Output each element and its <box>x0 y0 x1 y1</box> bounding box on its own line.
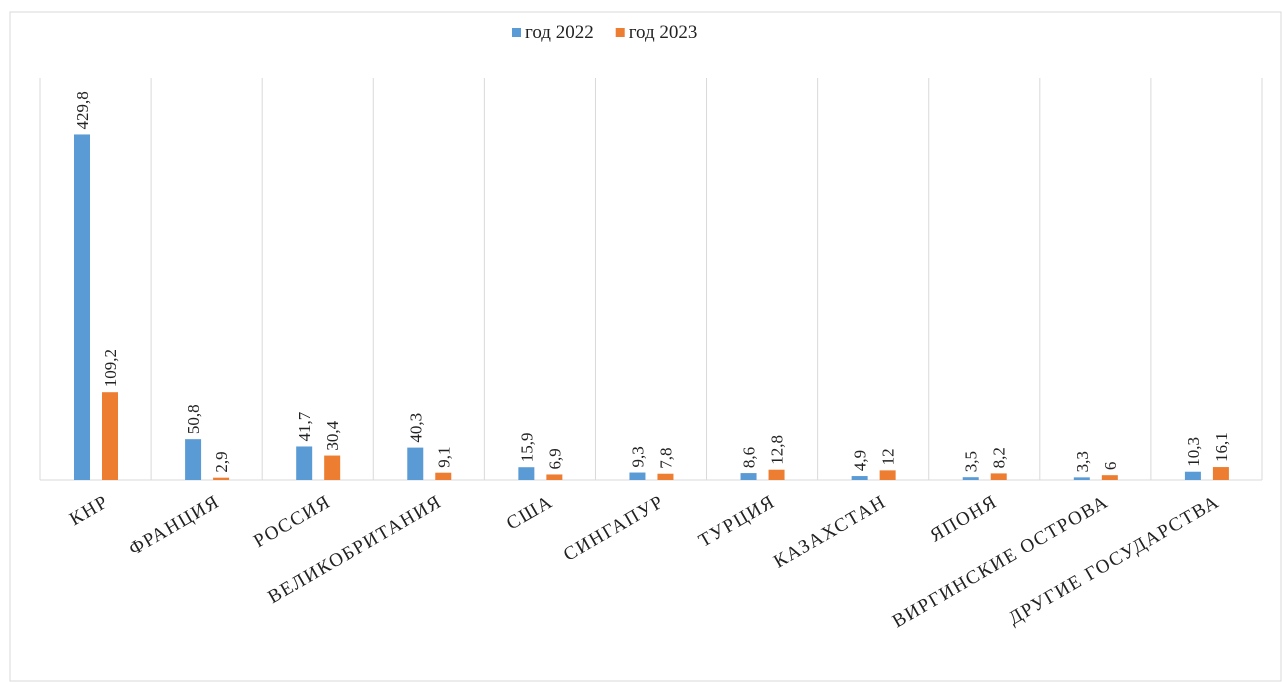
bar <box>657 473 674 480</box>
data-label: 9,3 <box>628 446 647 467</box>
chart-border <box>9 11 1282 682</box>
data-label: 109,2 <box>101 349 120 387</box>
bar <box>879 470 896 480</box>
data-label: 3,3 <box>1073 451 1092 472</box>
bar <box>1212 467 1229 480</box>
bar <box>1073 477 1090 480</box>
legend-swatch <box>512 28 521 37</box>
data-label: 6 <box>1101 462 1120 471</box>
data-label: 41,7 <box>295 411 314 441</box>
data-label: 30,4 <box>323 420 342 450</box>
bar <box>851 476 868 480</box>
bar <box>962 477 979 480</box>
bar <box>74 134 90 480</box>
data-label: 40,3 <box>406 413 425 443</box>
bar <box>407 447 424 480</box>
data-label: 8,6 <box>740 447 759 468</box>
data-label: 12 <box>879 448 898 465</box>
bar <box>1184 471 1201 480</box>
bar <box>185 439 202 480</box>
bar <box>629 472 646 480</box>
data-label: 10,3 <box>1184 437 1203 467</box>
data-label: 9,1 <box>434 446 453 467</box>
data-label: 3,5 <box>962 451 981 472</box>
data-label: 16,1 <box>1212 432 1231 462</box>
data-label: 12,8 <box>768 435 787 465</box>
data-label: 4,9 <box>851 450 870 471</box>
bar <box>518 467 535 480</box>
bar <box>324 455 341 480</box>
bar <box>296 446 313 480</box>
data-label: 7,8 <box>656 447 675 468</box>
bar <box>1101 475 1118 480</box>
bar <box>102 392 118 480</box>
data-label: 8,2 <box>990 447 1009 468</box>
data-label: 6,9 <box>545 448 564 469</box>
data-label: 50,8 <box>184 404 203 434</box>
bar <box>990 473 1007 480</box>
data-label: 429,8 <box>73 91 92 129</box>
bar <box>740 473 757 480</box>
data-label: 15,9 <box>517 432 536 462</box>
legend-label: год 2022 <box>525 22 594 43</box>
bar <box>768 469 785 480</box>
legend-label: год 2023 <box>629 22 698 43</box>
bar <box>546 474 563 480</box>
legend-swatch <box>615 28 625 37</box>
bar <box>213 477 230 480</box>
bar <box>435 472 452 480</box>
data-label: 2,9 <box>212 451 231 472</box>
